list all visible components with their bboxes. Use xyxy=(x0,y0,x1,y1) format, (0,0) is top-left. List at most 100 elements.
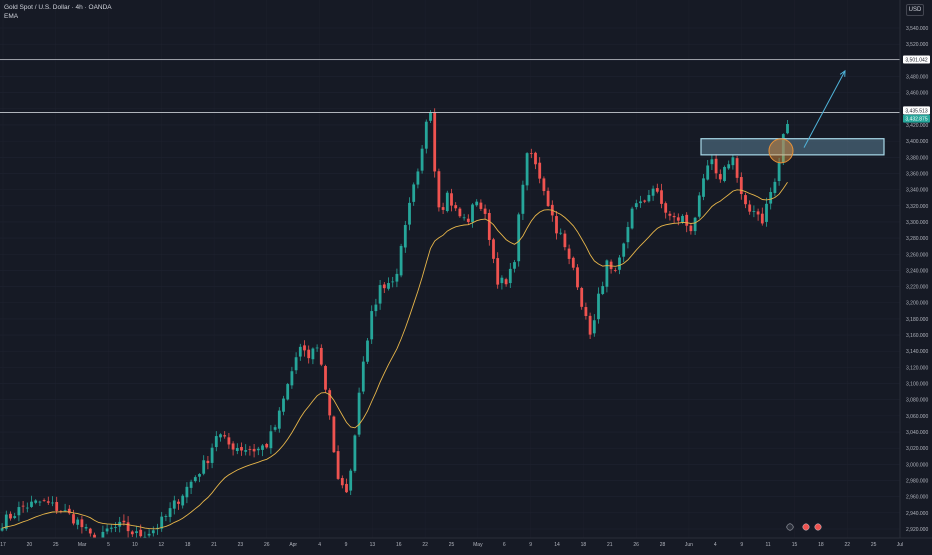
candle-body xyxy=(655,188,659,192)
retest-circle-highlight[interactable] xyxy=(768,138,794,164)
candle-body xyxy=(214,436,218,448)
x-tick-label: 9 xyxy=(529,542,532,548)
candle-body xyxy=(681,215,684,222)
candle-body xyxy=(345,483,348,493)
candle-body xyxy=(139,529,143,537)
x-tick-label: Jun xyxy=(685,542,693,548)
candle-body xyxy=(483,208,487,214)
y-tick-label: 3,180.000 xyxy=(906,317,928,323)
candle-body xyxy=(651,188,655,196)
ema-polyline xyxy=(1,182,788,530)
candle-body xyxy=(370,311,374,340)
y-tick-label: 3,380.000 xyxy=(906,155,928,161)
economic-event-icon[interactable] xyxy=(814,523,822,531)
candle-body xyxy=(475,201,479,206)
candle-body xyxy=(504,279,508,285)
candle-body xyxy=(487,212,491,240)
candle-body xyxy=(555,216,558,234)
candle-body xyxy=(51,502,54,504)
candle-body xyxy=(319,347,323,365)
candle-body xyxy=(466,218,470,222)
candle-body xyxy=(567,248,571,259)
candle-body xyxy=(479,202,483,209)
x-tick-label: 26 xyxy=(264,542,270,548)
candle-body xyxy=(403,225,407,248)
candle-body xyxy=(723,166,726,182)
candle-body xyxy=(731,157,735,166)
candle-body xyxy=(17,507,21,516)
x-tick-label: 18 xyxy=(581,542,587,548)
candle-body xyxy=(307,349,311,359)
x-tick-label: 9 xyxy=(345,542,348,548)
instrument-title[interactable]: Gold Spot / U.S. Dollar · 4h · OANDA xyxy=(4,4,112,11)
candle-body xyxy=(181,495,185,506)
candle-body xyxy=(114,527,117,528)
candle-body xyxy=(290,371,294,386)
economic-event-icon[interactable] xyxy=(802,523,810,531)
y-tick-label: 3,400.000 xyxy=(906,139,928,145)
candle-body xyxy=(387,283,390,289)
candle-body xyxy=(227,437,231,445)
y-tick-label: 3,140.000 xyxy=(906,349,928,355)
price-tag[interactable] xyxy=(903,55,930,64)
economic-event-icon[interactable] xyxy=(786,523,794,531)
projection-arrow-line[interactable] xyxy=(803,70,846,148)
candle-body xyxy=(429,112,432,121)
candle-body xyxy=(454,205,458,209)
drawings[interactable] xyxy=(0,59,900,531)
y-tick-label: 2,920.000 xyxy=(906,527,928,533)
candle-body xyxy=(643,200,647,202)
currency-button[interactable]: USD xyxy=(906,4,924,16)
candle-body xyxy=(374,304,378,312)
candle-body xyxy=(88,528,92,534)
candle-body xyxy=(424,121,428,149)
candle-body xyxy=(462,217,466,219)
candle-body xyxy=(622,243,626,257)
candle-body xyxy=(0,528,4,531)
candle-body xyxy=(613,270,617,271)
candle-body xyxy=(571,257,575,268)
y-tick-label: 3,300.000 xyxy=(906,220,928,226)
x-tick-label: 25 xyxy=(53,542,59,548)
candle-body xyxy=(34,500,38,503)
x-tick-label: May xyxy=(473,542,483,548)
candle-body xyxy=(508,268,512,284)
candle-body xyxy=(130,531,134,535)
time-axis[interactable]: 17 20 25 Mar 5 10 12 18 21 23 26 Apr 4 9 13 16 22 25 May 6 9… xyxy=(0,537,932,550)
price-axis[interactable]: 2,920.000 2,940.000 2,960.000 2,980.000 3,00… xyxy=(899,0,932,550)
candle-body xyxy=(282,398,285,412)
price-tag[interactable] xyxy=(903,106,930,115)
y-tick-label: 3,420.000 xyxy=(906,123,928,129)
candle-body xyxy=(592,320,596,334)
candle-body xyxy=(277,410,281,429)
candle-body xyxy=(525,153,529,186)
candle-body xyxy=(206,460,210,464)
price-tag[interactable] xyxy=(903,114,930,123)
candle-body xyxy=(160,516,164,529)
y-tick-label: 3,020.000 xyxy=(906,446,928,452)
candle-body xyxy=(46,501,50,503)
candle-body xyxy=(382,284,386,289)
candle-body xyxy=(735,158,739,178)
candle-body xyxy=(261,445,264,450)
candle-body xyxy=(668,213,672,216)
candle-body xyxy=(395,273,399,282)
candle-body xyxy=(744,195,747,205)
candle-body xyxy=(248,449,252,450)
x-tick-label: 25 xyxy=(871,542,877,548)
candle-body xyxy=(626,227,630,243)
candle-body xyxy=(727,164,731,169)
candle-body xyxy=(777,162,781,182)
candle-body xyxy=(324,366,327,390)
indicator-label[interactable]: EMA xyxy=(4,12,19,20)
y-tick-label: 3,100.000 xyxy=(906,382,928,388)
x-tick-label: 18 xyxy=(185,542,191,548)
candle-body xyxy=(332,416,336,453)
x-tick-label: 11 xyxy=(765,542,770,548)
chart-legend: Gold Spot / U.S. Dollar · 4h · OANDA EMA xyxy=(4,4,112,21)
candle-body xyxy=(256,448,260,451)
candle-body xyxy=(265,443,269,448)
candles xyxy=(0,108,789,553)
